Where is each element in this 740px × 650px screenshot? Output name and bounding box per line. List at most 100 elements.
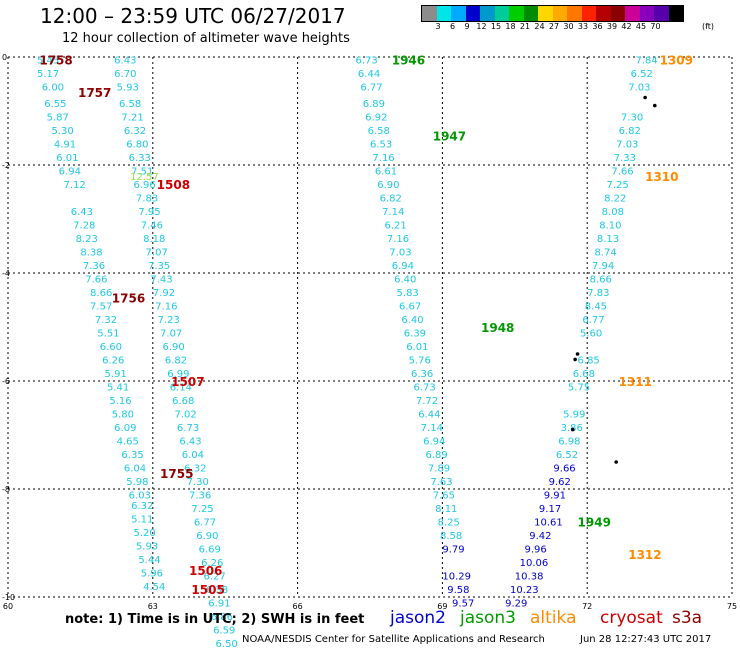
wave-height-value: 7.46 — [141, 220, 163, 231]
wave-height-value: 7.36 — [83, 261, 105, 272]
wave-height-value: 6.04 — [182, 450, 204, 461]
wave-height-value: 6.69 — [199, 544, 221, 555]
wave-height-value: 6.90 — [377, 180, 399, 191]
colorbar-label: 70 — [650, 22, 661, 31]
wave-height-value: 7.94 — [592, 261, 614, 272]
legend-s3a: s3a — [672, 608, 703, 628]
colorbar-swatch — [625, 6, 640, 21]
pass-time-label: 1309 — [660, 54, 693, 68]
pass-time-label: 1755 — [160, 467, 193, 481]
wave-height-value: 7.83 — [587, 288, 609, 299]
wave-height-value: 8.08 — [602, 207, 624, 218]
wave-height-value: 6.99 — [167, 369, 189, 380]
wave-height-value: 7.21 — [121, 112, 143, 123]
colorbar-swatch — [538, 6, 553, 21]
wave-height-value: 6.67 — [399, 301, 421, 312]
wave-height-value: 9.42 — [529, 531, 551, 542]
colorbar-label: 18 — [505, 22, 516, 31]
wave-height-value: 7.28 — [73, 220, 95, 231]
wave-height-value: 7.36 — [189, 490, 211, 501]
pass-time-label: 1757 — [78, 86, 111, 100]
wave-height-value: 7.03 — [616, 139, 638, 150]
wave-height-value: 5.60 — [580, 328, 602, 339]
wave-height-value: 7.16 — [372, 153, 394, 164]
pass-time-label: 1756 — [112, 291, 145, 305]
x-tick-label: 69 — [437, 602, 447, 611]
colorbar-swatch — [567, 6, 582, 21]
wave-height-value: 9.66 — [553, 463, 575, 474]
wave-height-value: 6.61 — [375, 166, 397, 177]
wave-height-value: 8.11 — [435, 504, 457, 515]
wave-height-value: 5.87 — [47, 112, 69, 123]
colorbar-swatch — [465, 6, 480, 21]
wave-height-value: 6.26 — [102, 355, 124, 366]
wave-height-value: 5.83 — [397, 288, 419, 299]
wave-height-value: 6.40 — [394, 274, 416, 285]
wave-height-value: 9.96 — [524, 544, 546, 555]
wave-height-value: 6.94 — [392, 261, 414, 272]
y-tick-label: -8 — [2, 485, 10, 494]
wave-height-value: 6.40 — [401, 315, 423, 326]
wave-height-value: 7.07 — [146, 247, 168, 258]
wave-height-value: 7.07 — [160, 328, 182, 339]
x-tick-label: 72 — [582, 602, 592, 611]
wave-height-value: 6.58 — [119, 99, 141, 110]
colorbar-swatch — [639, 6, 654, 21]
wave-height-value: 7.51 — [131, 166, 153, 177]
colorbar-label: 39 — [606, 22, 618, 31]
wave-height-value: 6.52 — [631, 69, 653, 80]
wave-height-value: 6.52 — [556, 450, 578, 461]
wave-height-value: 6.96 — [133, 180, 155, 191]
y-tick-label: -2 — [2, 161, 10, 170]
wave-height-value: 6.89 — [426, 450, 448, 461]
wave-height-value: 5.45 — [37, 56, 59, 67]
wave-height-value: 7.02 — [175, 409, 197, 420]
wave-height-value: 10.23 — [510, 585, 539, 596]
legend-jason2: jason2 — [390, 608, 446, 628]
colorbar-swatch — [494, 6, 509, 21]
colorbar-label: 9 — [464, 22, 470, 31]
x-tick-label: 63 — [148, 602, 158, 611]
wave-height-value: 9.79 — [442, 544, 464, 555]
wave-height-value: 5.76 — [409, 355, 431, 366]
wave-height-value: 7.03 — [628, 83, 650, 94]
wave-height-value: 7.95 — [138, 207, 160, 218]
wave-height-value: 7.12 — [64, 180, 86, 191]
wave-height-value: 5.99 — [563, 409, 585, 420]
wave-height-value: 6.94 — [423, 436, 445, 447]
pass-time-label: 1758 — [39, 54, 72, 68]
wave-height-value: 6.55 — [44, 99, 66, 110]
colorbar-label: 24 — [534, 22, 545, 31]
legend-altika: altika — [530, 608, 577, 628]
pass-time-label: 1310 — [645, 170, 678, 184]
wave-height-value: 9.29 — [505, 598, 527, 609]
wave-height-value: 7.92 — [153, 288, 175, 299]
wave-height-value: 6.68 — [172, 396, 194, 407]
wave-height-value: 6.39 — [404, 328, 426, 339]
wave-height-value: 7.63 — [430, 477, 452, 488]
wave-height-value: 7.30 — [187, 477, 209, 488]
wave-height-value: 6.70 — [114, 69, 136, 80]
colorbar — [421, 5, 684, 22]
wave-height-value: 7.16 — [387, 234, 409, 245]
wave-height-value: 8.23 — [76, 234, 98, 245]
wave-height-value: 6.09 — [114, 423, 136, 434]
wave-height-value: 5.93 — [117, 83, 139, 94]
timestamp: Jun 28 12:27:43 UTC 2017 — [580, 634, 712, 645]
wave-height-value: 5.16 — [109, 396, 131, 407]
island-marker — [643, 95, 647, 100]
wave-height-value: 8.25 — [438, 517, 460, 528]
page-subtitle: 12 hour collection of altimeter wave hei… — [62, 31, 350, 46]
wave-height-value: 6.35 — [121, 450, 143, 461]
wave-height-value: 7.35 — [148, 261, 170, 272]
page-title: 12:00 – 23:59 UTC 06/27/2017 — [40, 4, 346, 28]
wave-height-value: 5.20 — [133, 528, 155, 539]
wave-height-value: 7.65 — [433, 490, 455, 501]
colorbar-label: 36 — [592, 22, 603, 31]
wave-height-value: 7.72 — [416, 396, 438, 407]
wave-height-value: 7.43 — [150, 274, 172, 285]
wave-height-value: 6.82 — [380, 193, 402, 204]
y-tick-label: -4 — [2, 269, 10, 278]
y-tick-label: -10 — [2, 593, 15, 602]
footer-credit: NOAA/NESDIS Center for Satellite Applica… — [242, 634, 545, 645]
